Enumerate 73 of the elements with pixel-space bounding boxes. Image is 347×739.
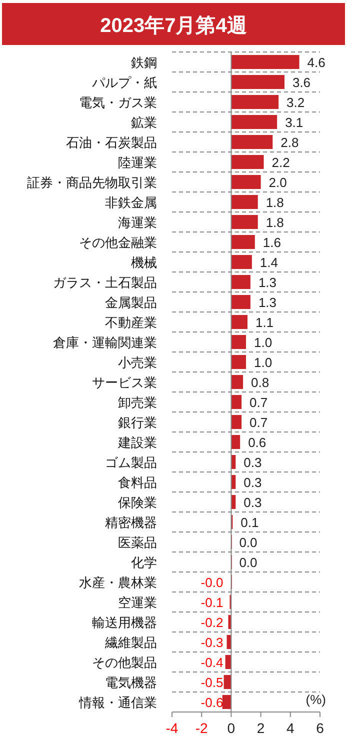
data-label: 1.8 xyxy=(266,215,284,230)
y-tick-label: 鉄鋼 xyxy=(131,55,157,70)
y-tick-label: サービス業 xyxy=(92,375,157,390)
data-label: 2.2 xyxy=(272,155,290,170)
y-tick-label: 金属製品 xyxy=(105,295,157,310)
data-label: 1.4 xyxy=(260,255,278,270)
data-label: 0.6 xyxy=(248,435,266,450)
y-tick-label: 食料品 xyxy=(118,475,157,490)
chart-title: 2023年7月第4週 xyxy=(100,15,247,37)
data-label: -0.3 xyxy=(200,635,224,650)
data-label: -0.2 xyxy=(200,615,224,630)
data-label: 2.0 xyxy=(268,175,287,190)
y-tick-label: 輸送用機器 xyxy=(92,615,157,630)
y-tick-label: その他金融業 xyxy=(79,235,157,250)
y-tick-label: 証券・商品先物取引業 xyxy=(27,175,157,190)
y-tick-label: 電気・ガス業 xyxy=(79,95,157,110)
y-tick-label: 建設業 xyxy=(117,435,157,450)
data-label: 3.1 xyxy=(285,115,304,130)
data-label: 3.6 xyxy=(292,75,311,90)
data-label: 0.3 xyxy=(244,455,262,470)
x-tick-label: 0 xyxy=(227,720,236,736)
y-tick-label: 情報・通信業 xyxy=(78,695,157,710)
data-label: -0.0 xyxy=(200,575,224,590)
y-tick-label: 石油・石炭製品 xyxy=(66,135,157,150)
data-label: 1.0 xyxy=(254,355,272,370)
y-tick-label: 医薬品 xyxy=(118,535,157,550)
y-tick-label: 倉庫・運輸関連業 xyxy=(53,335,157,350)
y-tick-label: その他製品 xyxy=(92,655,157,670)
x-tick-label: 6 xyxy=(316,720,324,736)
y-tick-label: 卸売業 xyxy=(118,395,157,410)
y-tick-label: パルプ・紙 xyxy=(91,75,157,90)
data-label: 0.0 xyxy=(239,535,258,550)
data-label: 3.2 xyxy=(286,95,305,110)
y-tick-label: 不動産業 xyxy=(105,315,157,330)
y-tick-label: 陸運業 xyxy=(118,155,157,170)
data-label: 1.1 xyxy=(255,315,274,330)
data-label: 0.0 xyxy=(239,555,258,570)
x-tick-label: 4 xyxy=(286,720,294,736)
y-tick-label: ガラス・土石製品 xyxy=(53,275,157,290)
x-tick-label: 2 xyxy=(256,720,265,736)
y-tick-label: 保険業 xyxy=(118,495,157,510)
data-label: 2.8 xyxy=(280,135,299,150)
y-tick-label: 化学 xyxy=(131,555,157,570)
data-label: 1.8 xyxy=(266,195,284,210)
data-label: 0.8 xyxy=(251,375,270,390)
y-tick-label: 銀行業 xyxy=(118,415,157,430)
data-label: 1.6 xyxy=(262,235,281,250)
data-label: 0.1 xyxy=(240,515,259,530)
data-label: 0.7 xyxy=(250,415,268,430)
data-label: 0.7 xyxy=(250,395,268,410)
data-label: -0.1 xyxy=(200,595,224,610)
y-tick-label: 空運業 xyxy=(118,595,157,610)
data-label: -0.4 xyxy=(200,655,224,670)
data-label: 1.0 xyxy=(254,335,272,350)
data-label: 4.6 xyxy=(307,55,326,70)
data-label: 0.3 xyxy=(244,475,262,490)
y-tick-label: 繊維製品 xyxy=(104,635,157,650)
annotation: (%) xyxy=(306,692,326,707)
y-tick-label: 水産・農林業 xyxy=(79,575,157,590)
y-tick-label: 小売業 xyxy=(118,355,157,370)
y-tick-label: 電気機器 xyxy=(105,675,157,690)
y-tick-label: 機械 xyxy=(131,255,157,270)
data-label: 1.3 xyxy=(258,275,277,290)
data-label: 1.3 xyxy=(258,295,277,310)
data-label: -0.5 xyxy=(200,675,224,690)
y-tick-label: 非鉄金属 xyxy=(105,195,157,210)
y-tick-label: 精密機器 xyxy=(105,515,157,530)
y-tick-label: 海運業 xyxy=(118,215,157,230)
x-tick-label: -2 xyxy=(195,720,208,736)
x-tick-label: -4 xyxy=(166,720,178,736)
y-tick-label: ゴム製品 xyxy=(105,455,157,470)
data-label: 0.3 xyxy=(244,495,262,510)
y-tick-label: 鉱業 xyxy=(131,115,157,130)
